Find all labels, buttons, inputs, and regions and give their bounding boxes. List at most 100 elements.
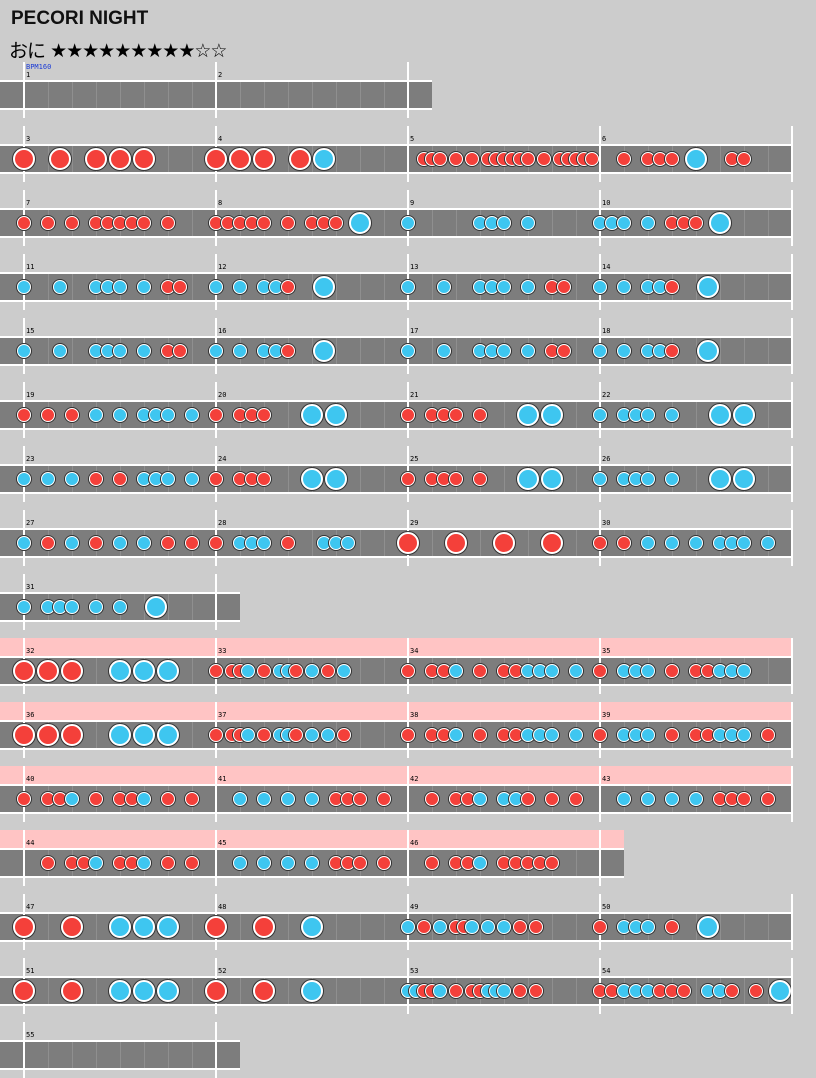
beat-gridline: [384, 978, 385, 1004]
don-note: [433, 152, 447, 166]
beat-gridline: [144, 594, 145, 620]
don-note: [89, 536, 103, 550]
ka-note: [337, 664, 351, 678]
ka-note: [17, 280, 31, 294]
big-ka-note: [157, 980, 179, 1002]
beat-gridline: [288, 914, 289, 940]
don-note: [337, 728, 351, 742]
beat-gridline: [360, 402, 361, 428]
ka-note: [433, 984, 447, 998]
measure-number: 49: [410, 903, 419, 911]
ka-note: [161, 472, 175, 486]
ka-note: [17, 344, 31, 358]
measure-number: 17: [410, 327, 419, 335]
measure-number: 52: [218, 967, 227, 975]
beat-gridline: [768, 658, 769, 684]
beat-gridline: [72, 1042, 73, 1068]
don-note: [209, 472, 223, 486]
big-don-note: [61, 660, 83, 682]
measure-number: 22: [602, 391, 611, 399]
beat-gridline: [696, 978, 697, 1004]
don-note: [569, 792, 583, 806]
beat-gridline: [192, 978, 193, 1004]
beat-gridline: [312, 530, 313, 556]
big-don-note: [253, 148, 275, 170]
measure-number: 19: [26, 391, 35, 399]
don-note: [185, 536, 199, 550]
measure-barline: [791, 766, 793, 822]
difficulty-stars-filled: ★★★★★★★★★: [50, 40, 195, 62]
measure-barline: [407, 126, 409, 182]
big-ka-note: [157, 724, 179, 746]
big-ka-note: [325, 468, 347, 490]
beat-gridline: [96, 1042, 97, 1068]
beat-gridline: [744, 338, 745, 364]
don-note: [449, 408, 463, 422]
beat-gridline: [432, 210, 433, 236]
beat-gridline: [552, 978, 553, 1004]
ka-note: [113, 408, 127, 422]
don-note: [289, 728, 303, 742]
don-note: [353, 856, 367, 870]
don-note: [665, 664, 679, 678]
measure-barline: [599, 830, 601, 886]
don-note: [161, 856, 175, 870]
measure-barline: [791, 638, 793, 694]
beat-gridline: [360, 82, 361, 108]
don-note: [257, 664, 271, 678]
ka-note: [665, 536, 679, 550]
chart-row: 51 52 53 54: [0, 958, 793, 1014]
beat-gridline: [360, 978, 361, 1004]
don-note: [185, 856, 199, 870]
don-note: [529, 984, 543, 998]
beat-gridline: [96, 658, 97, 684]
ka-note: [401, 280, 415, 294]
ka-note: [569, 664, 583, 678]
ka-note: [617, 792, 631, 806]
measure-number: 28: [218, 519, 227, 527]
big-don-note: [253, 916, 275, 938]
ka-note: [497, 344, 511, 358]
beat-gridline: [576, 850, 577, 876]
don-note: [537, 152, 551, 166]
bpm-marker: BPM160: [26, 63, 52, 71]
ka-note: [209, 280, 223, 294]
beat-gridline: [360, 466, 361, 492]
ka-note: [137, 792, 151, 806]
beat-gridline: [456, 210, 457, 236]
ka-note: [17, 472, 31, 486]
beat-gridline: [360, 914, 361, 940]
ka-note: [113, 600, 127, 614]
don-note: [593, 536, 607, 550]
big-don-note: [85, 148, 107, 170]
don-note: [353, 792, 367, 806]
don-note: [593, 664, 607, 678]
big-ka-note: [109, 660, 131, 682]
big-ka-note: [133, 916, 155, 938]
measure-number: 2: [218, 71, 223, 79]
beat-gridline: [528, 978, 529, 1004]
ka-note: [209, 344, 223, 358]
don-note: [161, 792, 175, 806]
gogo-time-band: [0, 830, 624, 848]
beat-gridline: [384, 530, 385, 556]
ka-note: [401, 216, 415, 230]
measure-number: 51: [26, 967, 35, 975]
don-note: [257, 216, 271, 230]
beat-gridline: [96, 914, 97, 940]
measure-barline: [791, 126, 793, 182]
beat-gridline: [744, 274, 745, 300]
chart-row: 3 4 5 6: [0, 126, 793, 182]
note-lane: [0, 656, 792, 686]
measure-number: 43: [602, 775, 611, 783]
beat-gridline: [360, 722, 361, 748]
beat-gridline: [192, 82, 193, 108]
ka-note: [737, 536, 751, 550]
ka-note: [545, 728, 559, 742]
big-don-note: [37, 660, 59, 682]
beat-gridline: [240, 82, 241, 108]
ka-note: [137, 536, 151, 550]
ka-note: [241, 664, 255, 678]
chart-row: 55: [0, 1022, 240, 1078]
beat-gridline: [48, 338, 49, 364]
